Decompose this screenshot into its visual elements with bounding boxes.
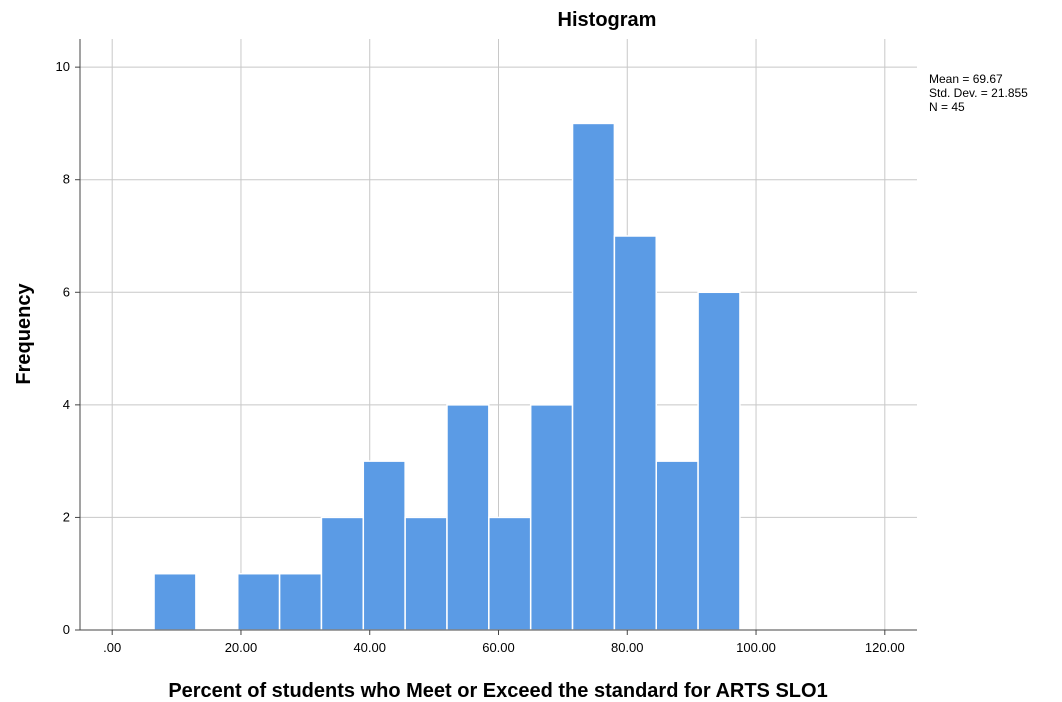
x-tick-label: 20.00	[225, 640, 258, 655]
stats-mean: Mean = 69.67	[929, 72, 1003, 86]
y-tick-label: 10	[56, 59, 70, 74]
x-tick-label: 40.00	[353, 640, 386, 655]
x-axis-title: Percent of students who Meet or Exceed t…	[168, 680, 827, 702]
histogram-bar	[236, 572, 281, 631]
stats-n: N = 45	[929, 100, 965, 114]
histogram-bar	[404, 516, 448, 631]
histogram-bar	[362, 460, 406, 631]
stats-std-dev: Std. Dev. = 21.855	[929, 86, 1028, 100]
y-tick-label: 8	[63, 172, 70, 187]
histogram-bar	[655, 460, 699, 631]
histogram-bar	[613, 235, 657, 631]
x-tick-label: .00	[103, 640, 121, 655]
y-tick-label: 6	[63, 284, 70, 299]
y-tick-label: 0	[63, 622, 70, 637]
y-tick-label: 4	[63, 397, 70, 412]
y-axis-title: Frequency	[13, 283, 35, 385]
histogram-bar	[488, 516, 532, 631]
x-tick-label: 80.00	[611, 640, 644, 655]
x-tick-label: 60.00	[482, 640, 515, 655]
histogram-bar	[153, 572, 197, 631]
histogram-bar	[529, 404, 574, 631]
y-tick-label: 2	[63, 509, 70, 524]
x-tick-label: 120.00	[865, 640, 905, 655]
bar-layer	[153, 122, 741, 631]
x-tick-label: 100.00	[736, 640, 776, 655]
histogram-bar	[571, 122, 616, 631]
histogram-bar	[320, 516, 365, 631]
axis-layer: 0 2 4 6 8 10 .00 20.00 40.00 60.00 80.00 100.00 120.…	[56, 39, 917, 655]
histogram-bar	[278, 572, 323, 631]
histogram-bar	[697, 291, 741, 631]
chart-title: Histogram	[558, 9, 657, 31]
histogram-bar	[446, 404, 490, 631]
